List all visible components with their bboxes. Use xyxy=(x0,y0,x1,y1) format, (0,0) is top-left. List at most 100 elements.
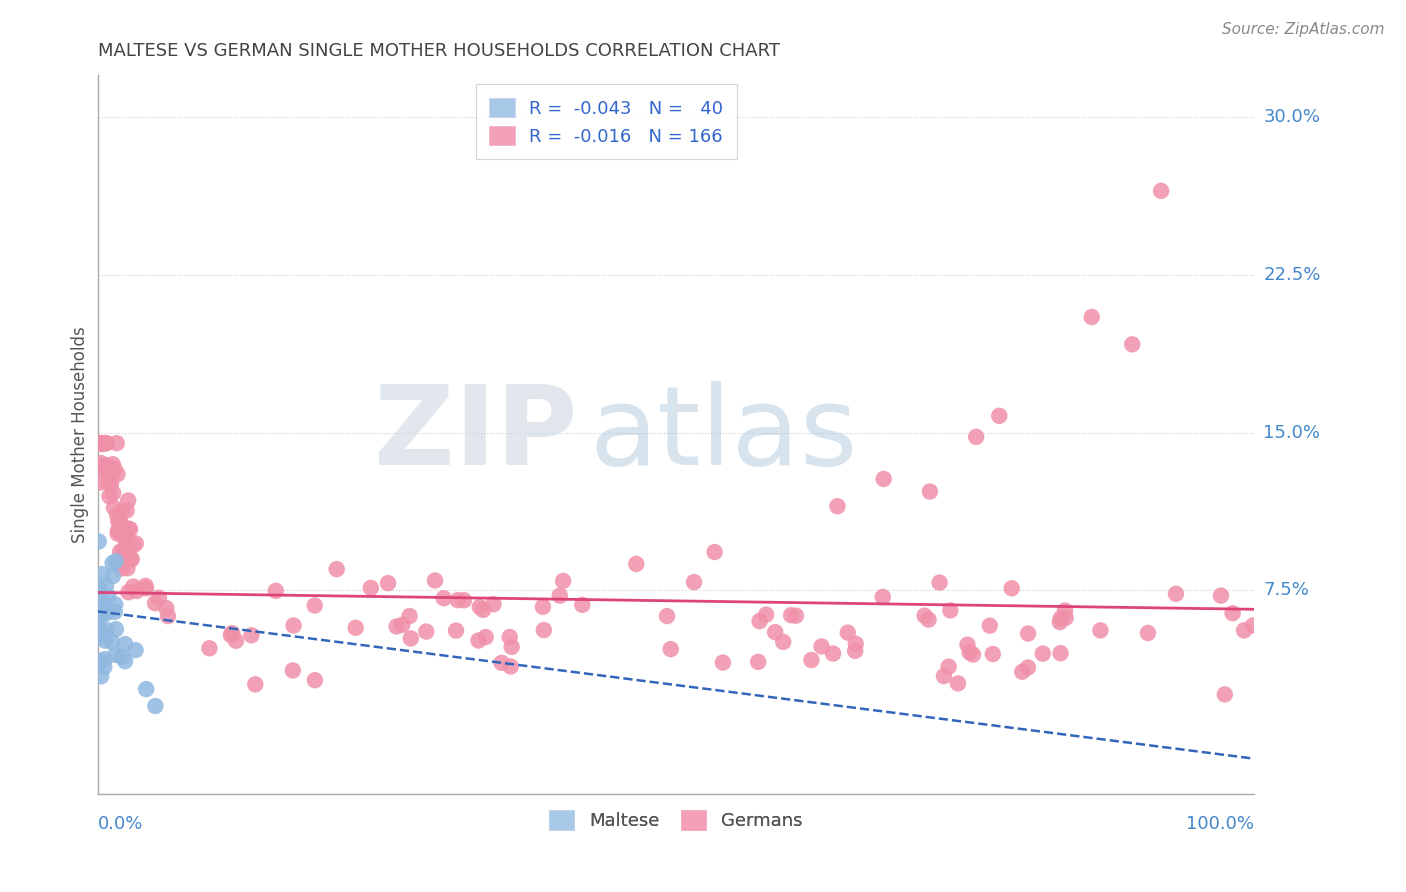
Point xyxy=(281,664,304,678)
Point xyxy=(94,436,117,450)
Point xyxy=(94,458,117,473)
Point xyxy=(103,500,125,515)
Point xyxy=(91,436,114,450)
Point xyxy=(917,613,939,627)
Point xyxy=(548,589,571,603)
Point xyxy=(965,430,987,444)
Point xyxy=(114,637,136,651)
Point xyxy=(112,547,135,561)
Point xyxy=(124,643,146,657)
Point xyxy=(112,531,135,545)
Point xyxy=(115,503,138,517)
Point xyxy=(101,486,124,500)
Point xyxy=(155,601,177,615)
Point xyxy=(87,534,110,549)
Point xyxy=(1049,646,1071,660)
Point xyxy=(97,463,120,477)
Point xyxy=(90,669,112,683)
Point xyxy=(90,436,112,450)
Point xyxy=(120,551,142,566)
Point xyxy=(780,608,803,623)
Point xyxy=(104,648,127,662)
Point xyxy=(304,599,326,613)
Point xyxy=(499,630,522,644)
Point xyxy=(491,656,513,670)
Point xyxy=(118,522,141,536)
Text: 22.5%: 22.5% xyxy=(1264,266,1320,284)
Point xyxy=(91,436,114,450)
Point xyxy=(531,599,554,614)
Point xyxy=(89,623,111,637)
Point xyxy=(810,640,832,654)
Point xyxy=(1150,184,1173,198)
Point xyxy=(845,637,868,651)
Point xyxy=(398,609,420,624)
Text: 0.0%: 0.0% xyxy=(97,815,143,833)
Point xyxy=(96,436,118,450)
Point xyxy=(111,543,134,558)
Point xyxy=(447,593,470,607)
Point xyxy=(873,472,896,486)
Point xyxy=(932,669,955,683)
Point xyxy=(107,523,129,537)
Point xyxy=(91,436,114,450)
Point xyxy=(1080,310,1102,324)
Point xyxy=(325,562,347,576)
Point xyxy=(89,436,111,450)
Point xyxy=(482,597,505,611)
Point xyxy=(474,630,496,644)
Point xyxy=(104,598,127,612)
Point xyxy=(122,538,145,552)
Point xyxy=(125,583,148,598)
Point xyxy=(89,627,111,641)
Point xyxy=(959,645,981,659)
Point xyxy=(1001,581,1024,595)
Point xyxy=(1090,624,1112,638)
Point xyxy=(90,607,112,622)
Point xyxy=(553,574,575,588)
Point xyxy=(683,575,706,590)
Point xyxy=(94,436,117,450)
Point xyxy=(89,628,111,642)
Point xyxy=(105,436,128,450)
Point xyxy=(87,458,110,473)
Point xyxy=(87,607,110,622)
Point xyxy=(104,622,127,636)
Point xyxy=(225,633,247,648)
Point xyxy=(87,581,110,595)
Point xyxy=(96,607,118,621)
Text: 7.5%: 7.5% xyxy=(1264,582,1309,599)
Point xyxy=(245,677,267,691)
Point xyxy=(104,605,127,619)
Point xyxy=(1049,611,1071,625)
Point xyxy=(344,621,367,635)
Point xyxy=(90,475,112,490)
Point xyxy=(800,653,823,667)
Point xyxy=(93,652,115,666)
Point xyxy=(94,579,117,593)
Point xyxy=(385,619,408,633)
Point xyxy=(97,475,120,490)
Point xyxy=(772,635,794,649)
Point xyxy=(148,591,170,605)
Point xyxy=(962,648,984,662)
Point xyxy=(264,583,287,598)
Point xyxy=(1209,589,1232,603)
Point xyxy=(1011,665,1033,679)
Point xyxy=(156,609,179,624)
Text: ZIP: ZIP xyxy=(374,381,578,488)
Point xyxy=(87,626,110,640)
Point xyxy=(837,625,859,640)
Point xyxy=(93,660,115,674)
Point xyxy=(98,489,121,503)
Point xyxy=(872,590,894,604)
Point xyxy=(91,603,114,617)
Point xyxy=(117,493,139,508)
Point xyxy=(122,580,145,594)
Point xyxy=(747,655,769,669)
Point xyxy=(1136,626,1159,640)
Point xyxy=(87,593,110,607)
Point xyxy=(101,556,124,570)
Point xyxy=(108,545,131,559)
Point xyxy=(979,618,1001,632)
